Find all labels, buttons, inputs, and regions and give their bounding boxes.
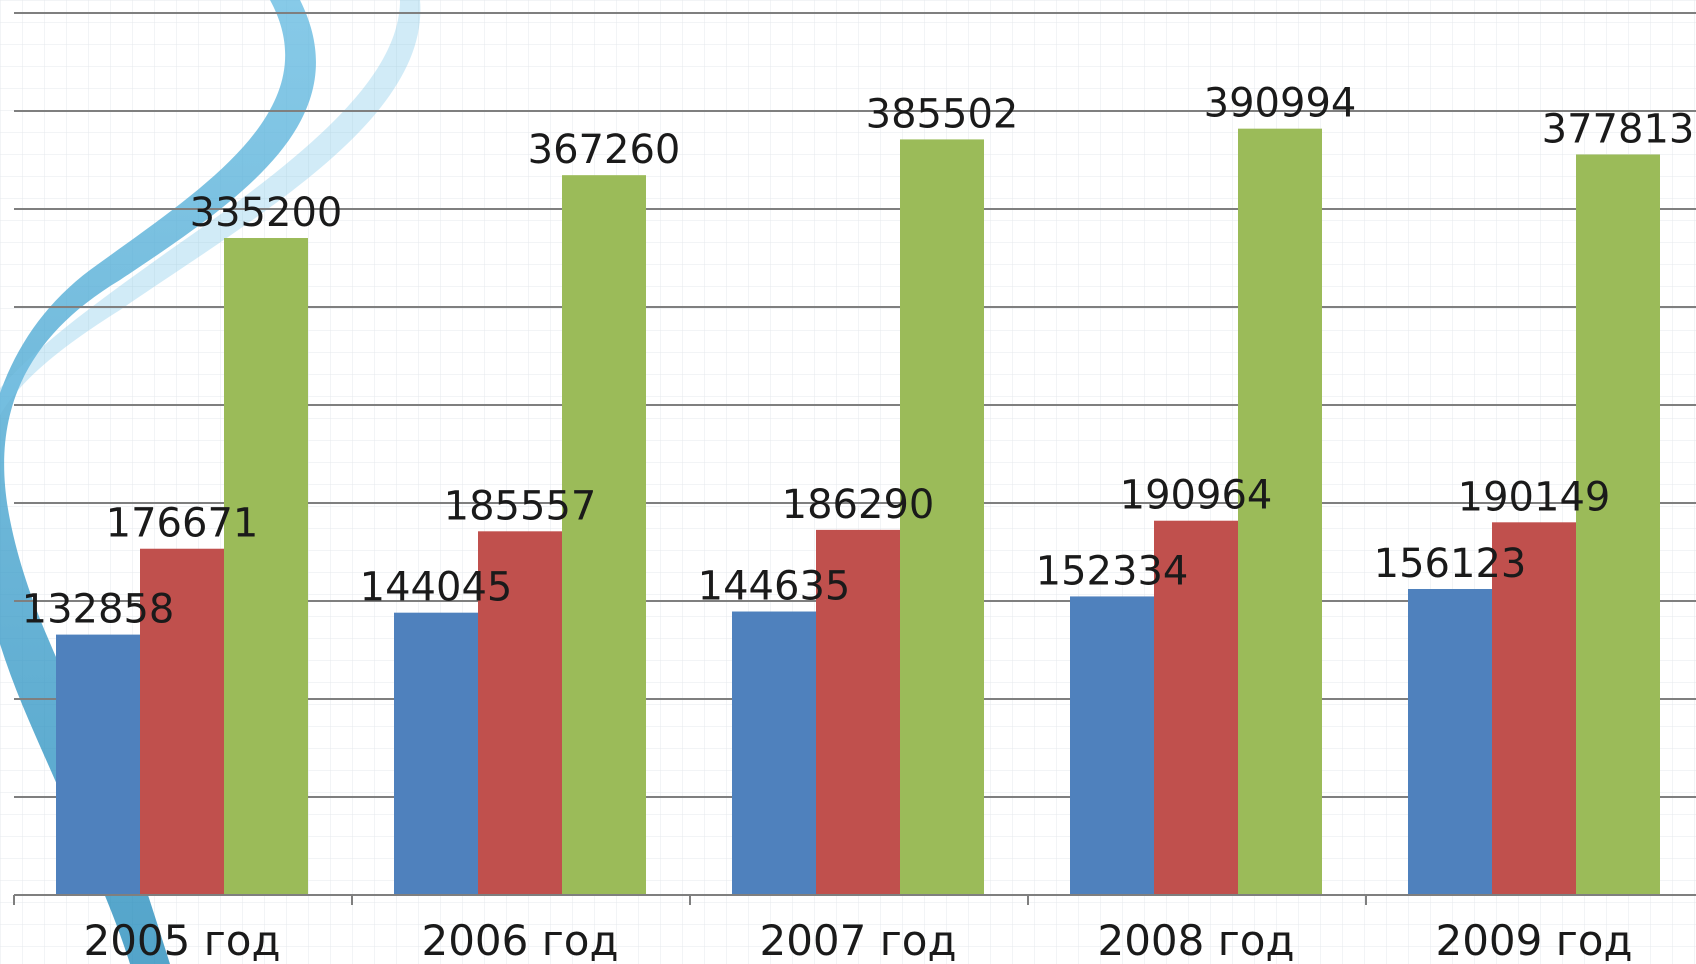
bar-value-label: 186290 [782, 482, 935, 528]
bar [1576, 154, 1660, 896]
bar-value-label: 144045 [360, 565, 513, 611]
bar [1492, 522, 1576, 895]
value-labels: 132858 176671 335200 144045 185557 367260 1446… [22, 81, 1695, 633]
bar-value-label: 390994 [1204, 81, 1357, 127]
bar-value-label: 335200 [190, 190, 343, 236]
category-labels: 2005 год 2006 год 2007 год 2008 год 2009 год [83, 916, 1632, 964]
bars [56, 128, 1660, 896]
x-tick-label: 2007 год [759, 916, 956, 964]
bar-value-label: 185557 [444, 483, 597, 529]
bar [562, 175, 646, 895]
bar [224, 238, 308, 895]
bar-value-label: 152334 [1036, 548, 1189, 594]
bar [816, 529, 900, 895]
bar [1154, 520, 1238, 895]
bar-value-label: 385502 [866, 91, 1019, 137]
bar [1238, 128, 1322, 896]
x-tick-label: 2005 год [83, 916, 280, 964]
x-tick-label: 2008 год [1097, 916, 1294, 964]
bar-value-label: 190149 [1458, 474, 1611, 520]
bar-value-label: 367260 [528, 127, 681, 173]
bar [140, 548, 224, 895]
x-axis [13, 894, 1696, 905]
bar [394, 612, 478, 895]
bar-value-label: 190964 [1120, 473, 1273, 519]
x-tick-label: 2006 год [421, 916, 618, 964]
bar [732, 611, 816, 895]
x-tick-label: 2009 год [1435, 916, 1632, 964]
bar [56, 634, 140, 895]
bar-value-label: 156123 [1374, 541, 1527, 587]
bar [900, 139, 984, 895]
bar [1408, 588, 1492, 895]
bar-value-label: 176671 [106, 501, 259, 547]
bar-value-label: 144635 [698, 564, 851, 610]
bar-value-label: 132858 [22, 587, 175, 633]
bar [478, 531, 562, 895]
bar [1070, 596, 1154, 895]
bar-value-label: 377813 [1542, 106, 1695, 152]
